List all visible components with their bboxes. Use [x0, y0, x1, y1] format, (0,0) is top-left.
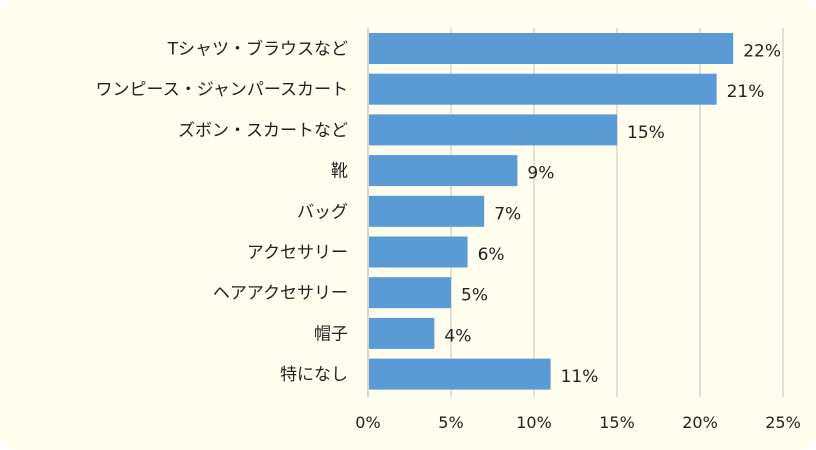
category-label: ヘアアクセサリー: [213, 284, 348, 304]
data-label: 6%: [478, 245, 505, 265]
x-tick-label: 15%: [599, 413, 635, 432]
data-label: 7%: [494, 204, 521, 224]
bar: [369, 358, 551, 390]
bar: [369, 317, 435, 349]
category-label: 特になし: [280, 365, 348, 385]
category-label: アクセサリー: [247, 243, 348, 263]
x-tick-label: 0%: [355, 413, 380, 432]
bar: [369, 236, 468, 268]
bar: [369, 73, 717, 105]
data-label: 11%: [561, 367, 599, 387]
category-label: 靴: [331, 162, 348, 182]
bar: [369, 155, 518, 187]
x-tick-label: 20%: [682, 413, 718, 432]
x-tick-label: 25%: [765, 413, 801, 432]
x-tick-label: 10%: [516, 413, 552, 432]
data-label: 5%: [461, 286, 488, 306]
data-label: 22%: [743, 42, 781, 62]
data-label: 4%: [444, 326, 471, 346]
bar: [369, 114, 617, 146]
data-label: 21%: [727, 82, 765, 102]
bar: [369, 33, 734, 64]
category-label: バッグ: [297, 202, 348, 222]
bar: [369, 277, 451, 309]
data-label: 15%: [627, 123, 665, 143]
category-label: Tシャツ・ブラウスなど: [167, 39, 348, 60]
data-label: 9%: [527, 164, 554, 184]
bar: [369, 195, 485, 227]
category-label: 帽子: [314, 324, 348, 344]
category-label: ワンピース・ジャンパースカート: [96, 80, 348, 100]
x-tick-label: 5%: [438, 413, 463, 432]
category-label: ズボン・スカートなど: [178, 121, 348, 141]
